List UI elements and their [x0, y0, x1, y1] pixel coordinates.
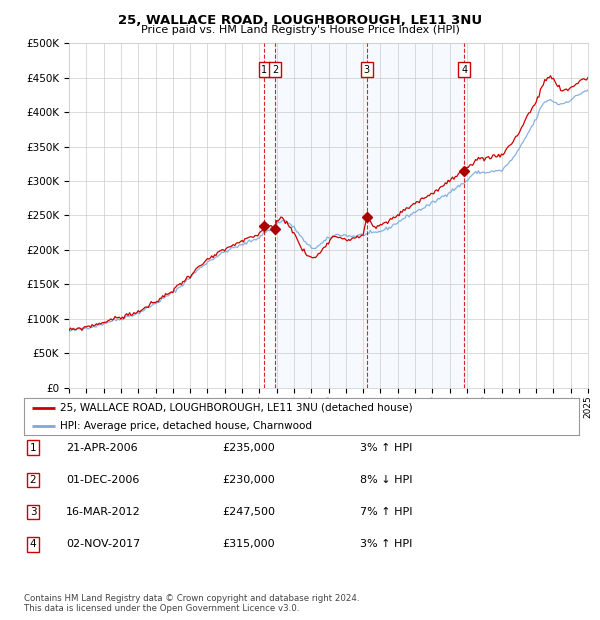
Text: Price paid vs. HM Land Registry's House Price Index (HPI): Price paid vs. HM Land Registry's House …	[140, 25, 460, 35]
Text: This data is licensed under the Open Government Licence v3.0.: This data is licensed under the Open Gov…	[24, 604, 299, 613]
Text: 3% ↑ HPI: 3% ↑ HPI	[360, 539, 412, 549]
Text: 25, WALLACE ROAD, LOUGHBOROUGH, LE11 3NU: 25, WALLACE ROAD, LOUGHBOROUGH, LE11 3NU	[118, 14, 482, 27]
Text: 3: 3	[364, 64, 370, 74]
Text: 2: 2	[272, 64, 278, 74]
Text: 25, WALLACE ROAD, LOUGHBOROUGH, LE11 3NU (detached house): 25, WALLACE ROAD, LOUGHBOROUGH, LE11 3NU…	[60, 403, 413, 413]
Text: 1: 1	[29, 443, 37, 453]
Text: HPI: Average price, detached house, Charnwood: HPI: Average price, detached house, Char…	[60, 420, 312, 430]
Text: 1: 1	[262, 64, 268, 74]
Text: 4: 4	[29, 539, 37, 549]
Text: 3% ↑ HPI: 3% ↑ HPI	[360, 443, 412, 453]
Text: 21-APR-2006: 21-APR-2006	[66, 443, 137, 453]
Text: 8% ↓ HPI: 8% ↓ HPI	[360, 475, 413, 485]
Text: £315,000: £315,000	[222, 539, 275, 549]
Text: Contains HM Land Registry data © Crown copyright and database right 2024.: Contains HM Land Registry data © Crown c…	[24, 595, 359, 603]
Text: £230,000: £230,000	[222, 475, 275, 485]
Text: 2: 2	[29, 475, 37, 485]
Text: 3: 3	[29, 507, 37, 517]
Text: 4: 4	[461, 64, 467, 74]
Text: 02-NOV-2017: 02-NOV-2017	[66, 539, 140, 549]
Text: £235,000: £235,000	[222, 443, 275, 453]
Text: 7% ↑ HPI: 7% ↑ HPI	[360, 507, 413, 517]
Text: 16-MAR-2012: 16-MAR-2012	[66, 507, 141, 517]
Bar	[275, 43, 464, 388]
Text: 01-DEC-2006: 01-DEC-2006	[66, 475, 139, 485]
Text: £247,500: £247,500	[222, 507, 275, 517]
